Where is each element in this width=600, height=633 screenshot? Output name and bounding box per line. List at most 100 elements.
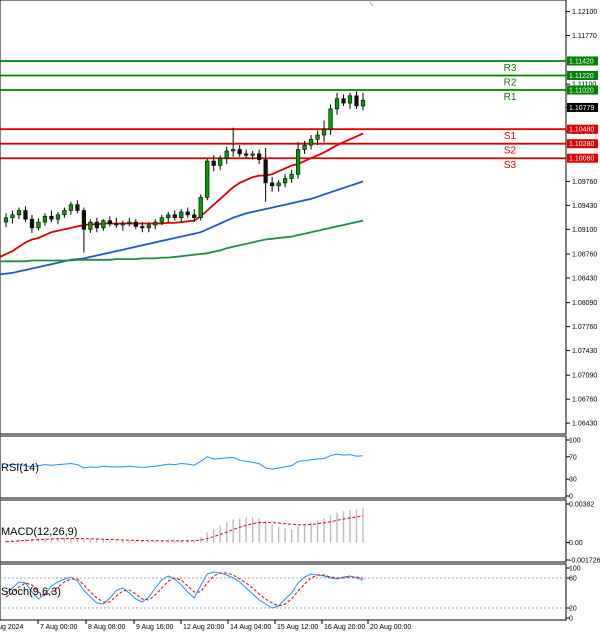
candle-body: [270, 182, 275, 187]
candle-body: [289, 173, 294, 179]
candle: [36, 218, 41, 231]
candle-body: [347, 95, 353, 104]
price-tick-label: 1.08760: [572, 252, 597, 259]
candle: [257, 149, 262, 165]
candle: [237, 145, 242, 157]
candle-body: [244, 153, 249, 156]
time-tick-label: 9 Aug 16:00: [136, 624, 173, 631]
price-tick-label: 1.07430: [572, 348, 597, 355]
candle: [328, 104, 333, 135]
candle-body: [360, 99, 366, 107]
level-tags: 1.11420 1.11220 1.11020 1.10480 1.10280 1.100…: [567, 56, 598, 163]
candle: [224, 146, 229, 165]
candle: [16, 207, 22, 220]
candle: [49, 210, 54, 223]
candle: [192, 209, 197, 223]
level-tag-r2: [567, 70, 598, 80]
candle: [302, 140, 307, 154]
level-tag-r3: [567, 56, 598, 66]
candle: [270, 177, 275, 192]
moving-average-3: [0, 219, 364, 263]
candle: [308, 134, 314, 150]
candle: [88, 219, 93, 233]
candle-body: [192, 214, 197, 219]
rsi-tick-label: 30: [569, 477, 577, 484]
candle-body: [75, 204, 80, 211]
candle-body: [133, 221, 138, 227]
candle-body: [88, 221, 93, 230]
candle-body: [94, 221, 99, 229]
stoch-indicator: 100 80 20 0 Stoch(9,6,3): [0, 566, 581, 623]
time-tick-label: 12 Aug 20:00: [183, 624, 224, 631]
candle-body: [140, 226, 145, 229]
stoch-tick-label: 20: [569, 606, 577, 613]
candle-body: [127, 221, 132, 224]
candle-body: [49, 215, 54, 220]
candle-body: [334, 98, 340, 110]
candle: [23, 206, 28, 223]
price-tick-label: 1.06430: [572, 421, 597, 428]
level-tag-r1: [567, 85, 598, 95]
stoch-tick-label: 100: [569, 566, 581, 573]
candle-body: [237, 149, 242, 155]
candle: [68, 201, 74, 215]
candle: [153, 219, 158, 230]
candle: [244, 149, 249, 159]
rsi-tick-label: 0: [569, 494, 573, 501]
candle: [166, 211, 171, 223]
time-tick-label: 6 Aug 2024: [0, 624, 24, 631]
candle: [360, 92, 366, 111]
candle-body: [218, 157, 223, 166]
current-price-tag: [567, 102, 598, 112]
candle: [315, 130, 320, 146]
candle-body: [68, 204, 74, 211]
time-tick-label: 8 Aug 08:00: [88, 624, 125, 631]
candle-body: [231, 149, 236, 152]
candle: [198, 194, 203, 221]
candle-body: [159, 217, 164, 223]
candle-body: [205, 160, 210, 198]
candle: [185, 207, 190, 218]
stoch-label: Stoch(9,6,3): [1, 586, 61, 598]
candle: [211, 155, 216, 172]
candle-body: [16, 210, 22, 216]
macd-tick-label: 0.00: [569, 540, 583, 547]
candle: [29, 214, 35, 233]
level-tag-label: 1.10280: [569, 141, 594, 148]
candle: [42, 213, 48, 226]
candle: [250, 150, 255, 160]
price-tick-label: 1.08430: [572, 275, 597, 282]
stoch-tick-label: 80: [569, 576, 577, 583]
candle: [133, 219, 138, 230]
stoch-k-line: [5, 571, 364, 609]
candle: [205, 158, 210, 201]
level-tag-label: 1.11220: [569, 73, 594, 80]
candle: [55, 211, 61, 225]
candle-body: [81, 210, 86, 230]
candle-body: [295, 149, 301, 175]
candle-body: [10, 214, 15, 219]
candle-body: [107, 220, 112, 224]
price-tick-label: 1.07090: [572, 373, 597, 380]
candle: [179, 209, 184, 223]
price-tick-label: 1.06760: [572, 397, 597, 404]
candle: [159, 214, 164, 225]
current-price-label: 1.10779: [569, 105, 594, 112]
candle: [140, 222, 145, 233]
time-tick-label: 20 Aug 00:00: [370, 624, 411, 631]
candle: [75, 200, 80, 214]
candle-body: [198, 197, 203, 219]
candle: [295, 142, 301, 179]
moving-averages: [0, 132, 364, 276]
macd-tick-label: -0.001726: [569, 558, 600, 565]
level-tag-label: 1.10480: [569, 127, 594, 134]
rsi-line: [5, 453, 364, 470]
candle: [172, 210, 177, 221]
level-tag-s3: [567, 153, 598, 163]
candle-body: [257, 153, 262, 160]
candles: [3, 91, 366, 253]
candle-body: [341, 98, 346, 104]
candle: [127, 217, 132, 227]
price-tick-label: 1.09760: [572, 179, 597, 186]
level-tag-label: 1.10080: [569, 156, 594, 163]
